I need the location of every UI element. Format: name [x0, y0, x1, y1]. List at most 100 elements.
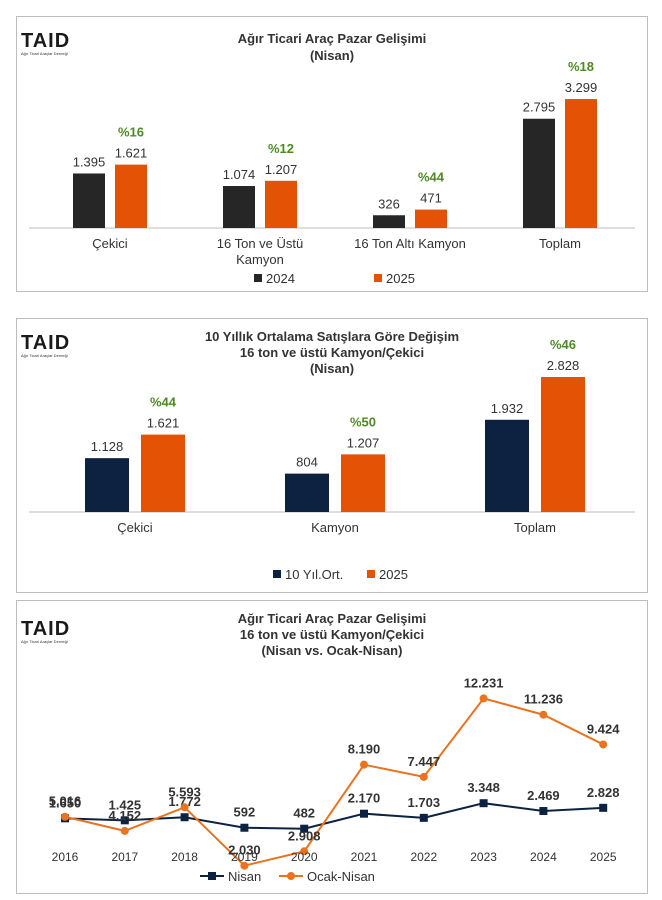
data-point [180, 803, 189, 812]
legend-label: 2024 [266, 271, 295, 286]
chart-panel-market-april: TAID Ağır Ticari Araçlar Derneği Ağır Ti… [16, 16, 648, 292]
data-label: 1.703 [408, 795, 441, 810]
data-label: 471 [420, 191, 442, 206]
data-label: 482 [293, 806, 315, 821]
data-point [120, 816, 129, 825]
logo-subtitle: Ağır Ticari Araçlar Derneği [21, 51, 68, 56]
data-label: 11.236 [524, 692, 563, 707]
data-label: 3.348 [467, 780, 500, 795]
legend-swatch [273, 570, 281, 578]
data-label: 12.231 [464, 675, 504, 690]
data-label: 5.016 [49, 794, 82, 809]
bar-series2 [115, 164, 147, 228]
legend-swatch [287, 872, 295, 880]
x-tick-label: 2019 [231, 850, 258, 864]
chart-title-line1: 10 Yıllık Ortalama Satışlara Göre Değişi… [204, 329, 460, 344]
data-point [61, 812, 69, 821]
x-tick-label: 2024 [530, 850, 557, 864]
category-label: Toplam [514, 520, 556, 535]
data-point [300, 847, 309, 856]
change-label: %46 [550, 337, 576, 352]
data-label: 2.030 [228, 843, 261, 858]
x-tick-label: 2020 [291, 850, 318, 864]
category-label: Kamyon [236, 252, 284, 267]
bar-series2 [341, 454, 385, 512]
chart-title-line2: (Nisan) [309, 48, 355, 63]
data-point [599, 803, 608, 812]
data-label: 4.152 [109, 808, 142, 823]
data-label: 1.128 [91, 439, 124, 454]
logo-subtitle: Ağır Ticari Araçlar Derneği [21, 353, 68, 358]
data-point [419, 813, 428, 822]
legend-label: 2025 [379, 567, 408, 582]
category-label: Çekici [117, 520, 153, 535]
bar-series1 [373, 215, 405, 228]
data-point [240, 861, 249, 870]
category-label: Çekici [92, 236, 128, 251]
chart-title-line3: (Nisan) [309, 361, 355, 376]
x-tick-label: 2016 [52, 850, 79, 864]
data-label: 326 [378, 196, 400, 211]
bar-series1 [485, 419, 529, 512]
data-point [360, 809, 368, 818]
logo-text: TAID [21, 30, 71, 52]
change-label: %44 [150, 395, 177, 410]
bar-series2 [565, 99, 597, 228]
legend-label: 10 Yıl.Ort. [285, 567, 343, 582]
change-label: %16 [118, 125, 144, 140]
taid-logo: TAID Ağır Ticari Araçlar Derneği [21, 619, 81, 644]
data-label: 3.299 [565, 80, 598, 95]
data-label: 5.593 [168, 784, 201, 799]
data-point [120, 826, 129, 835]
data-label: 9.424 [587, 721, 620, 736]
data-point [419, 772, 428, 781]
data-point [599, 740, 608, 749]
data-label: 2.908 [288, 828, 321, 843]
data-label: 1.425 [109, 797, 142, 812]
data-label: 2.469 [527, 788, 560, 803]
data-label: 7.447 [408, 754, 441, 769]
data-label: 8.190 [348, 742, 381, 757]
category-label: 16 Ton ve Üstü [217, 236, 303, 251]
data-label: 2.170 [348, 791, 381, 806]
logo-subtitle: Ağır Ticari Araçlar Derneği [21, 639, 68, 644]
x-tick-label: 2023 [470, 850, 497, 864]
category-label: Toplam [539, 236, 581, 251]
change-label: %18 [568, 59, 594, 74]
logo-text: TAID [21, 618, 71, 640]
bar-series2 [141, 434, 185, 512]
data-label: 2.828 [587, 785, 620, 800]
bar-series1 [85, 458, 129, 512]
bar-series1 [285, 473, 329, 512]
bar-series2 [265, 180, 297, 228]
line-chart-trend: 1.650 1.425 1.772 592 482 2.170 1.703 3.348 2.46… [49, 675, 621, 884]
data-label: 592 [234, 805, 256, 820]
logo-text: TAID [21, 332, 71, 354]
bar-series1 [223, 186, 255, 228]
x-tick-label: 2017 [111, 850, 138, 864]
chart-title-line1: Ağır Ticari Araç Pazar Gelişimi [237, 611, 427, 626]
data-point [300, 824, 309, 833]
data-label: 1.932 [491, 401, 524, 416]
chart-title-line1: Ağır Ticari Araç Pazar Gelişimi [237, 31, 427, 46]
chart-title-line3: (Nisan vs. Ocak-Nisan) [261, 643, 403, 658]
legend-label: Ocak-Nisan [307, 869, 375, 884]
data-label: 2.795 [523, 100, 556, 115]
data-point [479, 799, 488, 808]
bar-series1 [523, 118, 555, 228]
change-label: %12 [268, 141, 294, 156]
legend-swatch [367, 570, 375, 578]
bar-chart-10yr-average: 1.128 1.621 %44 Çekici 804 1.207 %50 Kamyon 1.93… [29, 337, 635, 582]
data-point [360, 760, 368, 769]
data-label: 804 [296, 455, 318, 470]
category-label: Kamyon [311, 520, 359, 535]
data-label: 1.621 [115, 146, 148, 161]
legend-label: 2025 [386, 271, 415, 286]
data-label: 1.207 [347, 435, 380, 450]
chart-title-line2: 16 ton ve üstü Kamyon/Çekici [239, 627, 425, 642]
x-tick-label: 2025 [590, 850, 617, 864]
chart-title-line2: 16 ton ve üstü Kamyon/Çekici [239, 345, 425, 360]
change-label: %44 [418, 170, 445, 185]
series-line-ocak-nisan [64, 697, 604, 867]
data-point [180, 813, 189, 822]
